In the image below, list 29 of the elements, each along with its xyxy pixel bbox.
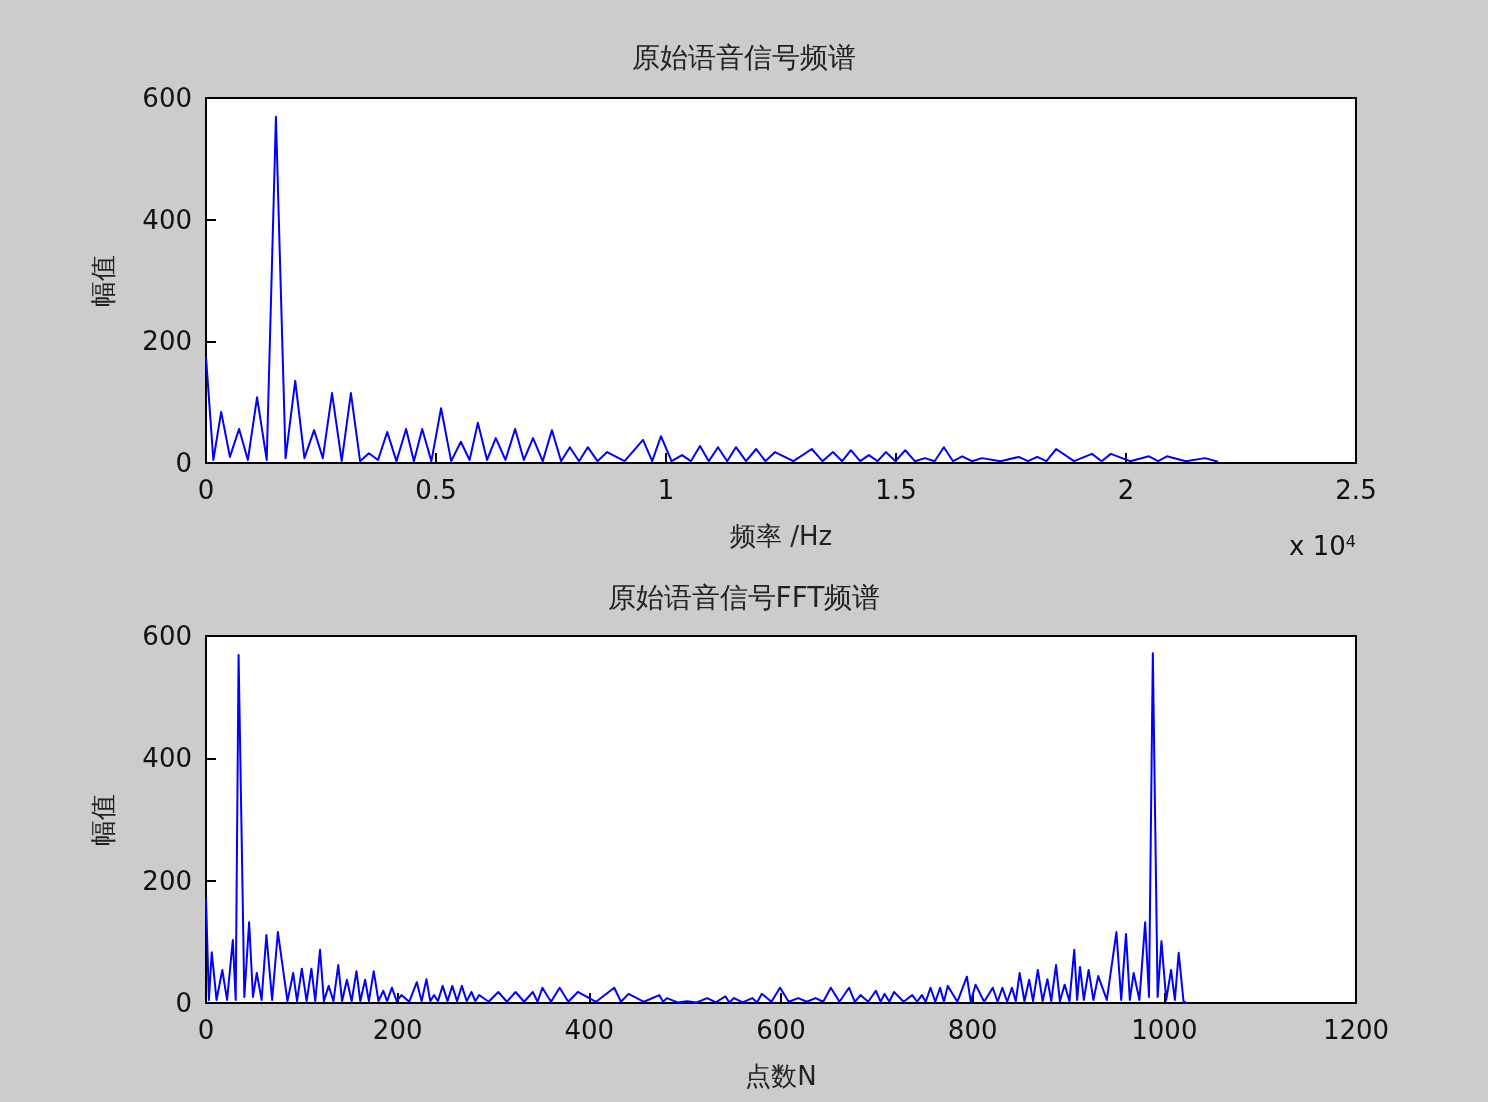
x-tick-label: 0.5 <box>415 475 457 505</box>
y-tick-label: 600 <box>142 621 192 651</box>
chart-title: 原始语音信号FFT频谱 <box>607 580 881 614</box>
y-axis-title: 幅值 <box>88 793 118 846</box>
line-series <box>205 115 1219 463</box>
chart-title: 原始语音信号频谱 <box>632 40 856 74</box>
y-tick-label: 200 <box>142 326 192 357</box>
x-tick-label: 1 <box>657 475 675 505</box>
x-tick-label: 2 <box>1117 475 1135 505</box>
x-tick-label: 400 <box>564 1015 615 1045</box>
x-tick-label: 0 <box>197 475 215 505</box>
x-tick-label: 800 <box>947 1015 998 1045</box>
x-tick-label: 1200 <box>1322 1015 1390 1045</box>
y-axis-title: 幅值 <box>88 254 118 307</box>
y-tick-label: 400 <box>142 743 192 774</box>
y-tick-label: 0 <box>175 988 192 1018</box>
x-tick-label: 600 <box>756 1015 806 1045</box>
x-tick-label: 2.5 <box>1335 475 1377 505</box>
x-axis-title: 点数N <box>745 1061 817 1091</box>
x-tick-label: 0 <box>197 1015 215 1045</box>
y-tick-label: 200 <box>142 865 192 896</box>
y-tick-label: 0 <box>175 448 192 478</box>
x-tick-label: 1.5 <box>875 475 917 505</box>
y-tick-label: 400 <box>142 204 192 235</box>
x-axis-title: 频率 /Hz <box>729 521 833 551</box>
x-tick-label: 200 <box>372 1015 423 1045</box>
x-tick-label: 1000 <box>1131 1015 1198 1045</box>
line-series <box>205 652 1188 1004</box>
y-tick-label: 600 <box>142 83 192 113</box>
